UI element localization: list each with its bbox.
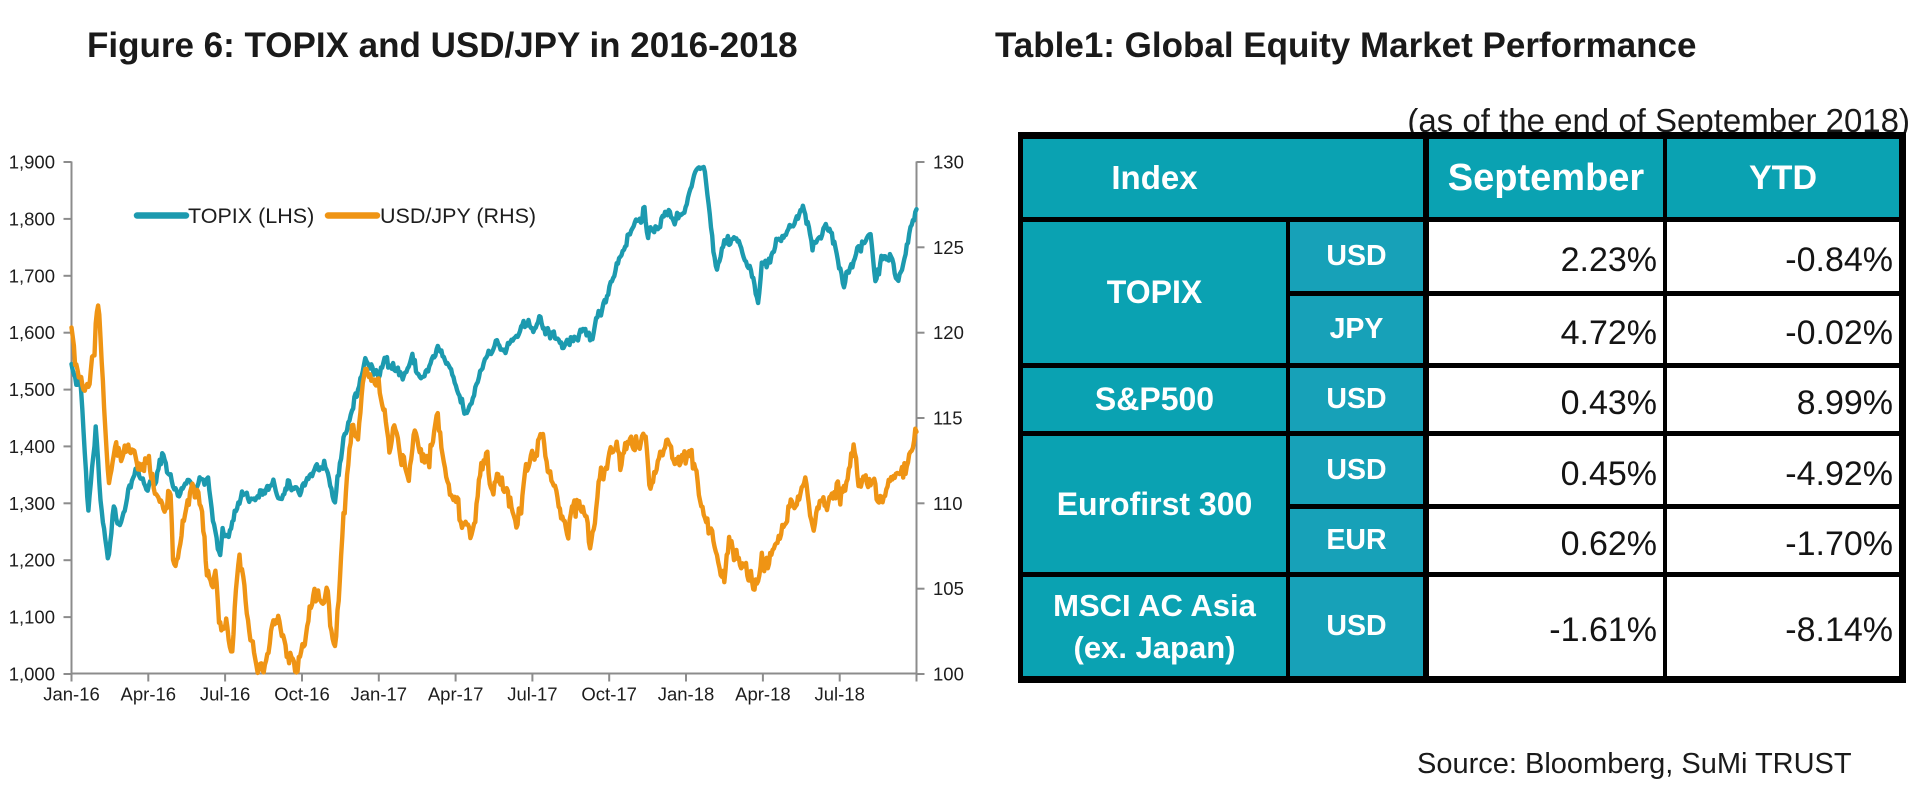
svg-text:130: 130: [933, 152, 964, 173]
svg-text:115: 115: [933, 408, 963, 429]
svg-text:1,500: 1,500: [9, 379, 55, 400]
svg-text:Oct-16: Oct-16: [274, 684, 330, 705]
svg-text:Jul-17: Jul-17: [507, 684, 557, 705]
svg-text:Jan-17: Jan-17: [351, 684, 408, 705]
svg-text:Jan-18: Jan-18: [658, 684, 715, 705]
svg-text:Apr-18: Apr-18: [735, 684, 791, 705]
svg-text:1,100: 1,100: [9, 607, 55, 628]
svg-text:110: 110: [933, 493, 963, 514]
svg-text:Apr-17: Apr-17: [428, 684, 484, 705]
svg-text:1,400: 1,400: [9, 436, 55, 457]
svg-text:TOPIX (LHS): TOPIX (LHS): [188, 204, 314, 228]
svg-text:Jan-16: Jan-16: [43, 684, 100, 705]
svg-text:1,000: 1,000: [9, 664, 55, 685]
svg-text:1,300: 1,300: [9, 493, 55, 514]
svg-text:USD/JPY (RHS): USD/JPY (RHS): [380, 204, 536, 228]
svg-text:125: 125: [933, 237, 964, 258]
svg-text:105: 105: [933, 578, 964, 599]
svg-text:1,900: 1,900: [9, 152, 55, 173]
svg-text:1,700: 1,700: [9, 265, 55, 286]
svg-text:1,200: 1,200: [9, 550, 55, 571]
svg-text:Jul-16: Jul-16: [200, 684, 250, 705]
svg-text:Oct-17: Oct-17: [581, 684, 637, 705]
svg-text:Apr-16: Apr-16: [121, 684, 177, 705]
svg-text:Jul-18: Jul-18: [815, 684, 865, 705]
svg-text:1,600: 1,600: [9, 322, 55, 343]
svg-text:1,800: 1,800: [9, 208, 55, 229]
svg-text:120: 120: [933, 322, 964, 343]
svg-text:100: 100: [933, 664, 964, 685]
